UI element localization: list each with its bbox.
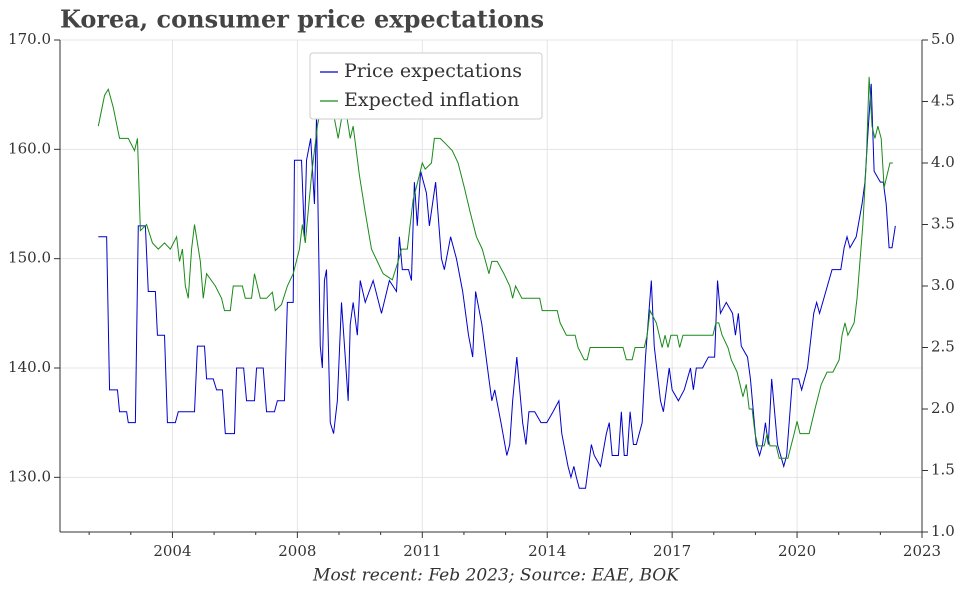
series-line xyxy=(98,83,896,489)
legend-label: Price expectations xyxy=(344,60,522,82)
y2-tick-label: 3.5 xyxy=(931,215,955,233)
y-tick-label: 160.0 xyxy=(8,139,51,157)
series-line xyxy=(97,76,893,459)
x-tick-label: 2008 xyxy=(278,542,316,560)
legend-box xyxy=(309,52,543,120)
chart-title: Korea, consumer price expectations xyxy=(60,5,544,34)
x-tick-label: 2023 xyxy=(903,542,941,560)
y2-tick-label: 1.5 xyxy=(931,461,955,479)
y-tick-label: 130.0 xyxy=(8,467,51,485)
source-note: Most recent: Feb 2023; Source: EAE, BOK xyxy=(312,566,680,586)
legend-label: Expected inflation xyxy=(344,89,519,111)
x-tick-label: 2017 xyxy=(653,542,691,560)
y2-tick-label: 2.5 xyxy=(931,338,955,356)
y2-tick-label: 2.0 xyxy=(931,399,955,417)
y-tick-label: 140.0 xyxy=(8,358,51,376)
x-tick-label: 2020 xyxy=(778,542,816,560)
y2-tick-label: 4.5 xyxy=(931,92,955,110)
y2-tick-label: 5.0 xyxy=(931,30,955,48)
y-tick-label: 170.0 xyxy=(8,30,51,48)
y2-tick-label: 4.0 xyxy=(931,153,955,171)
x-tick-label: 2011 xyxy=(403,542,441,560)
y2-tick-label: 1.0 xyxy=(931,522,955,540)
x-tick-label: 2004 xyxy=(153,542,191,560)
y2-tick-label: 3.0 xyxy=(931,276,955,294)
x-tick-label: 2014 xyxy=(528,542,566,560)
y-tick-label: 150.0 xyxy=(8,249,51,267)
